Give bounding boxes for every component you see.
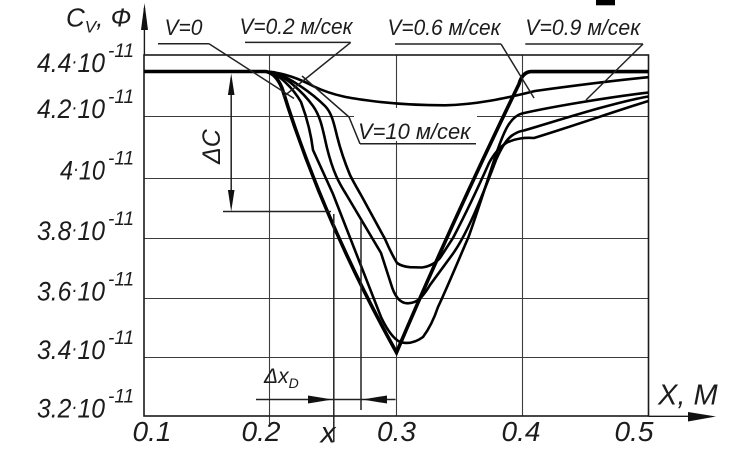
svg-text:V=0: V=0 bbox=[165, 15, 204, 40]
svg-text:-11: -11 bbox=[108, 149, 134, 170]
svg-text:3.4·10: 3.4·10 bbox=[37, 335, 105, 365]
svg-text:-11: -11 bbox=[108, 387, 134, 408]
svg-text:-11: -11 bbox=[108, 41, 134, 62]
svg-text:3.6·10: 3.6·10 bbox=[37, 277, 105, 307]
svg-text:-11: -11 bbox=[108, 270, 134, 291]
svg-text:4.2·10: 4.2·10 bbox=[37, 94, 105, 124]
svg-text:3.2·10: 3.2·10 bbox=[37, 394, 105, 424]
svg-text:4.4·10: 4.4·10 bbox=[37, 48, 105, 78]
svg-text:0.2: 0.2 bbox=[242, 416, 281, 447]
svg-text:V=0.9 м/сек: V=0.9 м/сек bbox=[525, 15, 642, 40]
svg-text:3.8·10: 3.8·10 bbox=[37, 216, 105, 246]
svg-text:ΔxD: ΔxD bbox=[263, 365, 299, 391]
svg-text:x: x bbox=[319, 417, 337, 450]
svg-text:-11: -11 bbox=[108, 328, 134, 349]
svg-text:4·10: 4·10 bbox=[60, 156, 105, 186]
svg-text:CV, Ф: CV, Ф bbox=[66, 3, 131, 37]
svg-text:0.4: 0.4 bbox=[502, 416, 541, 447]
svg-text:X, М: X, М bbox=[657, 380, 718, 412]
svg-text:-11: -11 bbox=[108, 87, 134, 108]
svg-text:V=0.6 м/сек: V=0.6 м/сек bbox=[388, 15, 503, 40]
svg-text:0.5: 0.5 bbox=[615, 416, 654, 447]
svg-text:0.1: 0.1 bbox=[133, 416, 172, 447]
svg-text:0.3: 0.3 bbox=[377, 416, 416, 447]
svg-text:V=10 м/сек: V=10 м/сек bbox=[358, 119, 472, 144]
svg-text:ΔC: ΔC bbox=[198, 128, 226, 165]
svg-text:-11: -11 bbox=[108, 209, 134, 230]
svg-text:V=0.2 м/сек: V=0.2 м/сек bbox=[240, 14, 355, 39]
